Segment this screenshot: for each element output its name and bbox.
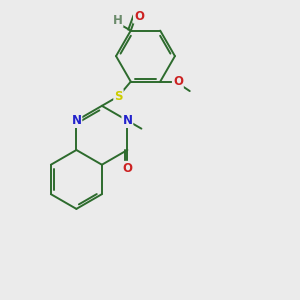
Text: O: O xyxy=(173,75,183,88)
Text: S: S xyxy=(114,90,123,103)
Text: O: O xyxy=(134,10,144,23)
Text: H: H xyxy=(112,14,122,26)
Text: N: N xyxy=(122,114,132,127)
Text: O: O xyxy=(122,162,132,175)
Text: N: N xyxy=(71,114,81,127)
